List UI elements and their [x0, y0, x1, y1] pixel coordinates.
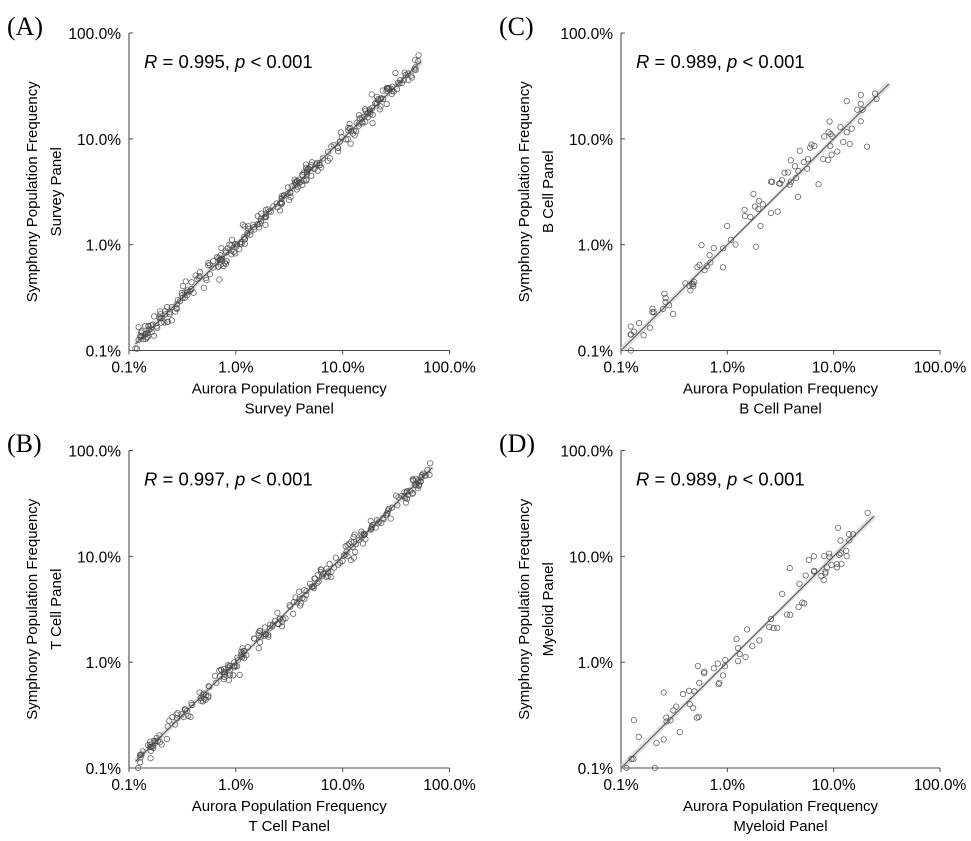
- svg-text:1.0%: 1.0%: [218, 360, 254, 377]
- svg-text:100.0%: 100.0%: [68, 26, 121, 43]
- svg-text:100.0%: 100.0%: [914, 777, 967, 794]
- svg-text:100.0%: 100.0%: [423, 360, 476, 377]
- svg-text:1.0%: 1.0%: [578, 655, 614, 672]
- svg-text:R = 0.997, p < 0.001: R = 0.997, p < 0.001: [144, 469, 313, 490]
- svg-text:Aurora Population Frequency: Aurora Population Frequency: [192, 798, 388, 815]
- svg-text:0.1%: 0.1%: [111, 360, 147, 377]
- svg-text:Symphony Population Frequency: Symphony Population Frequency: [516, 498, 533, 719]
- svg-text:R = 0.995, p < 0.001: R = 0.995, p < 0.001: [144, 51, 313, 72]
- svg-text:1.0%: 1.0%: [578, 238, 614, 255]
- svg-text:100.0%: 100.0%: [68, 444, 121, 461]
- svg-text:(B): (B): [7, 429, 42, 458]
- svg-text:(D): (D): [499, 429, 535, 458]
- svg-text:0.1%: 0.1%: [578, 761, 614, 778]
- svg-text:100.0%: 100.0%: [423, 777, 476, 794]
- svg-text:0.1%: 0.1%: [603, 777, 639, 794]
- svg-text:T Cell Panel: T Cell Panel: [48, 569, 65, 650]
- svg-text:10.0%: 10.0%: [569, 549, 613, 566]
- svg-text:100.0%: 100.0%: [560, 444, 613, 461]
- svg-text:10.0%: 10.0%: [812, 360, 856, 377]
- svg-text:1.0%: 1.0%: [86, 655, 122, 672]
- svg-text:Symphony Population Frequency: Symphony Population Frequency: [516, 81, 533, 302]
- svg-text:Aurora Population Frequency: Aurora Population Frequency: [683, 798, 879, 815]
- svg-text:10.0%: 10.0%: [812, 777, 856, 794]
- svg-text:0.1%: 0.1%: [603, 360, 639, 377]
- svg-text:10.0%: 10.0%: [77, 549, 121, 566]
- svg-text:10.0%: 10.0%: [569, 132, 613, 149]
- svg-text:Aurora Population Frequency: Aurora Population Frequency: [192, 381, 388, 398]
- svg-text:(C): (C): [499, 12, 534, 41]
- svg-text:B Cell Panel: B Cell Panel: [540, 150, 557, 233]
- svg-text:Survey Panel: Survey Panel: [48, 147, 65, 236]
- svg-text:T Cell Panel: T Cell Panel: [249, 818, 330, 835]
- svg-text:Symphony Population Frequency: Symphony Population Frequency: [24, 498, 41, 719]
- svg-text:0.1%: 0.1%: [86, 344, 122, 361]
- svg-text:Aurora Population Frequency: Aurora Population Frequency: [683, 381, 879, 398]
- svg-text:R = 0.989, p < 0.001: R = 0.989, p < 0.001: [636, 51, 805, 72]
- svg-text:B Cell Panel: B Cell Panel: [739, 401, 822, 418]
- svg-text:Survey Panel: Survey Panel: [245, 401, 334, 418]
- svg-text:Symphony Population Frequency: Symphony Population Frequency: [24, 81, 41, 302]
- svg-text:Myeloid Panel: Myeloid Panel: [733, 818, 827, 835]
- svg-text:Myeloid Panel: Myeloid Panel: [540, 562, 557, 656]
- svg-text:0.1%: 0.1%: [111, 777, 147, 794]
- svg-text:100.0%: 100.0%: [560, 26, 613, 43]
- svg-text:1.0%: 1.0%: [710, 360, 746, 377]
- svg-text:100.0%: 100.0%: [914, 360, 967, 377]
- svg-text:10.0%: 10.0%: [321, 777, 365, 794]
- svg-text:10.0%: 10.0%: [321, 360, 365, 377]
- svg-text:(A): (A): [7, 12, 43, 41]
- svg-text:R = 0.989, p < 0.001: R = 0.989, p < 0.001: [636, 469, 805, 490]
- svg-text:0.1%: 0.1%: [86, 761, 122, 778]
- svg-text:0.1%: 0.1%: [578, 344, 614, 361]
- svg-text:1.0%: 1.0%: [710, 777, 746, 794]
- svg-text:1.0%: 1.0%: [86, 238, 122, 255]
- svg-text:10.0%: 10.0%: [77, 132, 121, 149]
- svg-text:1.0%: 1.0%: [218, 777, 254, 794]
